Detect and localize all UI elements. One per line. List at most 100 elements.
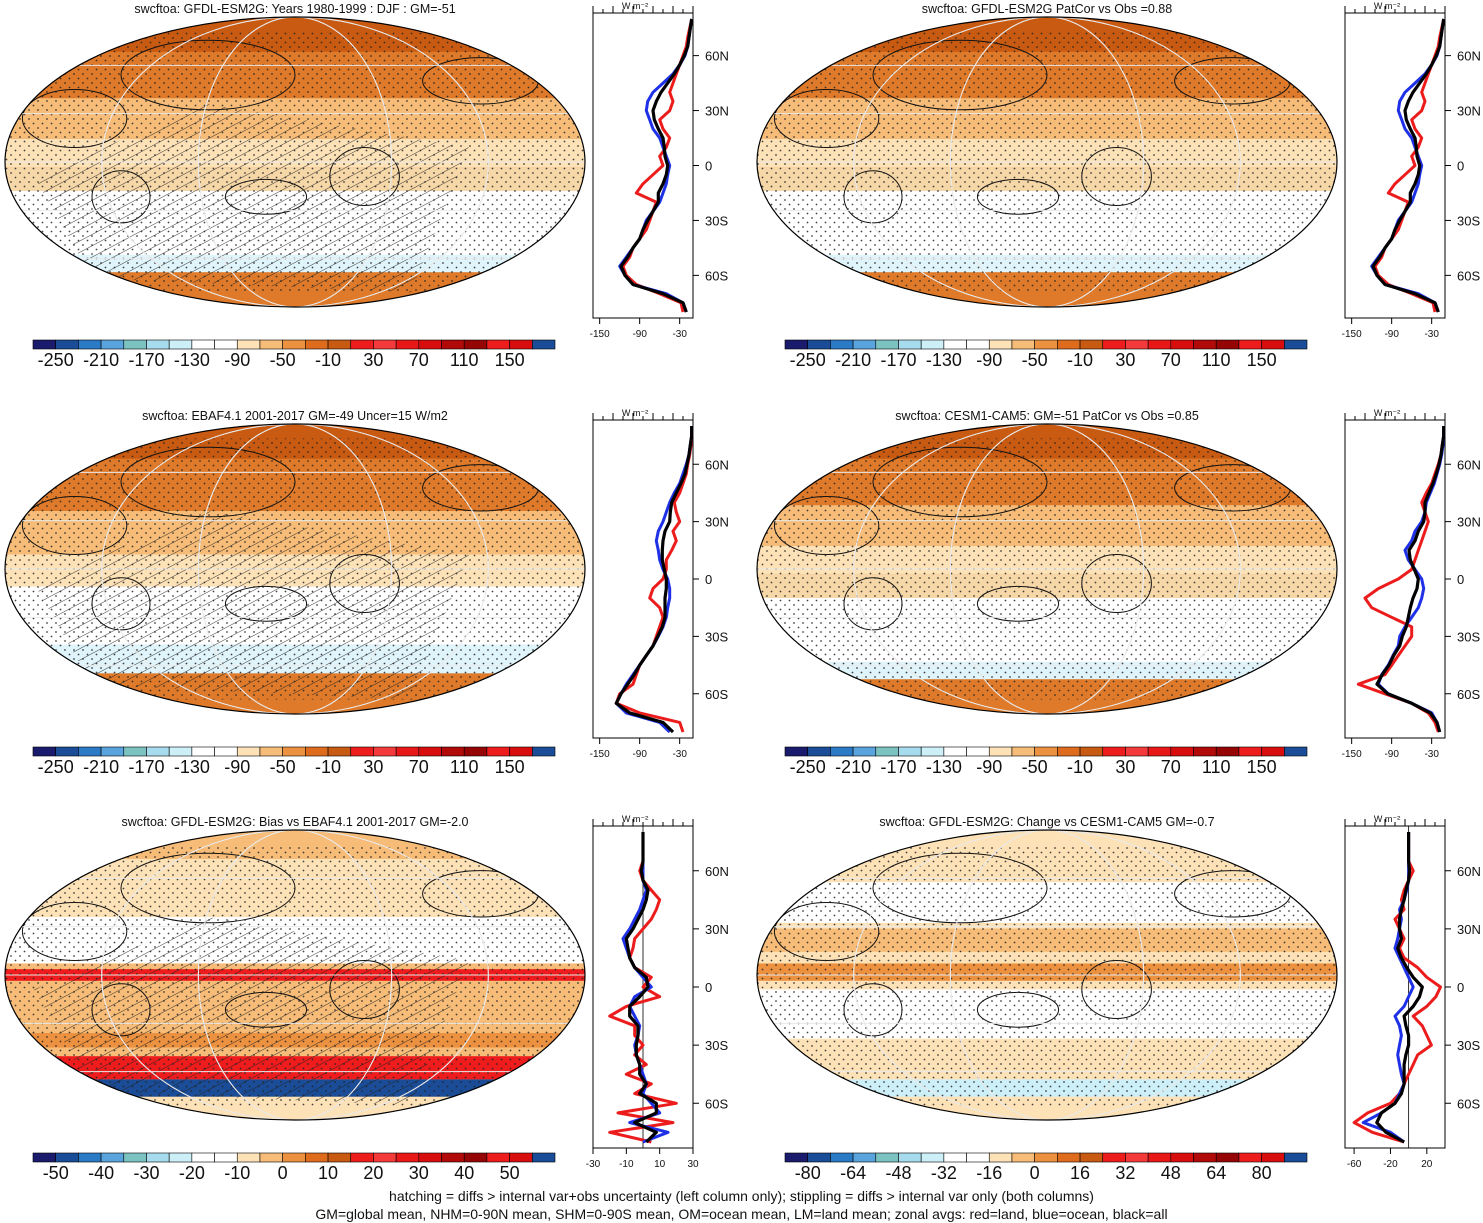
lat-label: 30S [705, 1038, 728, 1053]
profile-frame [592, 12, 694, 319]
footer-note-2: GM=global mean, NHM=0-90N mean, SHM=0-90… [315, 1206, 1168, 1222]
colorbar-box [168, 746, 193, 757]
colorbar-box [1079, 746, 1104, 757]
colorbar-box [830, 1152, 854, 1163]
profile-xlabel: -90 [1384, 329, 1399, 340]
profile-unit: W m⁻² [1374, 1, 1400, 11]
colorbar-label: -10 [315, 350, 341, 370]
lat-label: 30N [1457, 515, 1481, 530]
colorbar-label: -48 [885, 1163, 911, 1183]
colorbar-box [1125, 339, 1149, 350]
colorbar-box [55, 746, 79, 757]
profile-xlabel: 10 [654, 1159, 666, 1170]
colorbar-box [1193, 339, 1217, 350]
colorbar-box [123, 1152, 147, 1163]
colorbar-label: -16 [976, 1163, 1002, 1183]
colorbar-box [1193, 746, 1217, 757]
colorbar-box [1215, 339, 1240, 350]
graticule-line [101, 17, 489, 307]
colorbar-label: 16 [1070, 1163, 1090, 1183]
panel-title: swcftoa: GFDL-ESM2G: Years 1980-1999 : D… [134, 2, 455, 16]
colorbar-box [1284, 339, 1308, 350]
colorbar-label: -50 [270, 757, 296, 777]
colorbar-box [418, 339, 442, 350]
colorbar-label: 30 [409, 1163, 429, 1183]
colorbar-box [988, 1152, 1013, 1163]
map-field [757, 830, 1337, 1120]
colorbar-box [920, 746, 945, 757]
colorbar-label: 48 [1161, 1163, 1181, 1183]
colorbar-box [943, 339, 967, 350]
colorbar-box [532, 1152, 556, 1163]
colorbar-box [875, 1152, 899, 1163]
colorbar-box [123, 339, 147, 350]
panel-6: swcftoa: GFDL-ESM2G: Change vs CESM1-CAM… [756, 814, 1481, 1183]
map-field [5, 17, 585, 307]
colorbar-label: -250 [790, 350, 826, 370]
lat-label: 60S [705, 687, 728, 702]
colorbar-box [830, 746, 854, 757]
colorbar-box [100, 746, 125, 757]
colorbar-box [1102, 339, 1126, 350]
colorbar-box [1034, 746, 1058, 757]
profile-frame [1344, 12, 1446, 319]
lat-label: 0 [1457, 572, 1464, 587]
panel-3: swcftoa: EBAF4.1 2001-2017 GM=-49 Uncer=… [4, 408, 729, 777]
profile-xlabel: -150 [1342, 749, 1362, 760]
map-field [757, 17, 1337, 307]
colorbar-box [395, 746, 420, 757]
colorbar-label: -210 [83, 757, 119, 777]
panel-4: swcftoa: CESM1-CAM5: GM=-51 PatCor vs Ob… [756, 408, 1481, 777]
colorbar-label: -210 [835, 350, 871, 370]
profile-unit: W m⁻² [622, 814, 648, 824]
lat-label: 60S [705, 268, 728, 283]
colorbar-box [259, 746, 283, 757]
colorbar-box [1170, 1152, 1194, 1163]
map-border [756, 829, 1338, 1121]
lat-label: 30S [1457, 629, 1480, 644]
colorbar-box [78, 339, 102, 350]
lat-label: 60N [1457, 864, 1481, 879]
graticule-line [853, 830, 1241, 1120]
colorbar-box [1238, 746, 1262, 757]
colorbar-label: 50 [500, 1163, 520, 1183]
colorbar-box [32, 1152, 56, 1163]
colorbar-box [395, 1152, 420, 1163]
panel-1: swcftoa: GFDL-ESM2G: Years 1980-1999 : D… [4, 1, 729, 370]
colorbar-box [875, 339, 899, 350]
colorbar-box [395, 339, 420, 350]
colorbar-box [1125, 1152, 1149, 1163]
colorbar-box [988, 746, 1013, 757]
profile-xlabel: -30 [586, 1159, 601, 1170]
lat-label: 60N [705, 457, 729, 472]
colorbar-label: -40 [88, 1163, 114, 1183]
profile-xlabel: -90 [632, 329, 647, 340]
colorbar-box [784, 339, 808, 350]
colorbar-box [898, 1152, 922, 1163]
colorbar-label: -30 [133, 1163, 159, 1183]
colorbar-box [1057, 339, 1081, 350]
colorbar-box [1057, 1152, 1081, 1163]
colorbar-box [966, 1152, 990, 1163]
colorbar-box [1102, 1152, 1126, 1163]
colorbar-box [486, 746, 510, 757]
lat-label: 60S [1457, 687, 1480, 702]
colorbar-label: 150 [1247, 350, 1277, 370]
colorbar-box [852, 1152, 877, 1163]
colorbar-label: -170 [128, 350, 164, 370]
colorbar-label: 32 [1115, 1163, 1135, 1183]
colorbar-box [966, 746, 990, 757]
colorbar-label: -250 [38, 757, 74, 777]
colorbar-box [784, 1152, 808, 1163]
colorbar-label: -130 [174, 350, 210, 370]
lat-label: 30S [1457, 213, 1480, 228]
lat-label: 30S [705, 213, 728, 228]
lat-label: 30N [1457, 104, 1481, 119]
panel-title: swcftoa: GFDL-ESM2G PatCor vs Obs =0.88 [922, 2, 1172, 16]
colorbar-label: 30 [363, 350, 383, 370]
profile-frame [1344, 825, 1446, 1149]
colorbar-box [1193, 1152, 1217, 1163]
colorbar-box [1147, 1152, 1172, 1163]
colorbar-box [1125, 746, 1149, 757]
lat-label: 30N [705, 515, 729, 530]
